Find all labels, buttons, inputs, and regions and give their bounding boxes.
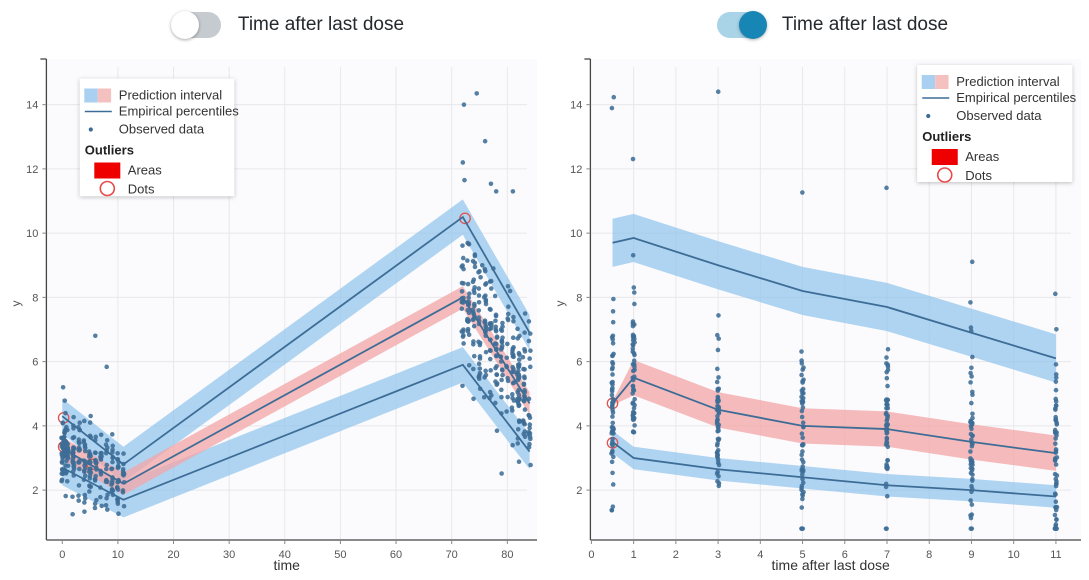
svg-text:8: 8	[926, 549, 932, 561]
svg-text:2: 2	[576, 485, 582, 497]
svg-text:y: y	[553, 301, 567, 307]
svg-text:8: 8	[32, 292, 38, 304]
svg-text:time after last dose: time after last dose	[772, 557, 890, 573]
svg-text:2: 2	[32, 485, 38, 497]
svg-text:12: 12	[570, 164, 582, 176]
svg-text:Observed data: Observed data	[119, 122, 205, 137]
svg-text:14: 14	[570, 100, 582, 112]
svg-text:80: 80	[501, 549, 513, 561]
svg-text:50: 50	[334, 549, 346, 561]
svg-text:2: 2	[673, 549, 679, 561]
svg-text:Prediction interval: Prediction interval	[119, 88, 222, 103]
svg-text:30: 30	[223, 549, 235, 561]
svg-text:time: time	[273, 557, 300, 573]
svg-text:10: 10	[26, 228, 38, 240]
svg-text:Dots: Dots	[965, 168, 992, 183]
svg-text:Empirical percentiles: Empirical percentiles	[956, 90, 1076, 105]
svg-text:Empirical percentiles: Empirical percentiles	[119, 104, 239, 119]
svg-text:70: 70	[446, 549, 458, 561]
svg-text:60: 60	[390, 549, 402, 561]
svg-text:8: 8	[576, 292, 582, 304]
svg-text:Dots: Dots	[128, 182, 155, 197]
svg-text:4: 4	[576, 421, 582, 433]
svg-text:0: 0	[59, 549, 65, 561]
svg-text:11: 11	[1050, 549, 1061, 561]
svg-text:Observed data: Observed data	[956, 108, 1042, 123]
svg-text:9: 9	[968, 549, 974, 561]
svg-text:10: 10	[1008, 549, 1020, 561]
svg-text:14: 14	[26, 100, 38, 112]
svg-text:Areas: Areas	[128, 163, 162, 178]
svg-text:6: 6	[32, 357, 38, 369]
svg-text:10: 10	[570, 228, 582, 240]
svg-text:Areas: Areas	[965, 149, 999, 164]
svg-text:y: y	[9, 301, 23, 307]
svg-text:4: 4	[757, 549, 763, 561]
svg-text:20: 20	[167, 549, 179, 561]
svg-text:Prediction interval: Prediction interval	[956, 74, 1059, 89]
svg-text:10: 10	[112, 549, 124, 561]
svg-text:0: 0	[588, 549, 594, 561]
svg-text:6: 6	[576, 357, 582, 369]
svg-text:Outliers: Outliers	[85, 143, 134, 158]
svg-text:1: 1	[631, 549, 637, 561]
svg-text:12: 12	[26, 164, 38, 176]
svg-text:Outliers: Outliers	[922, 129, 971, 144]
svg-text:3: 3	[715, 549, 721, 561]
svg-text:4: 4	[32, 421, 38, 433]
